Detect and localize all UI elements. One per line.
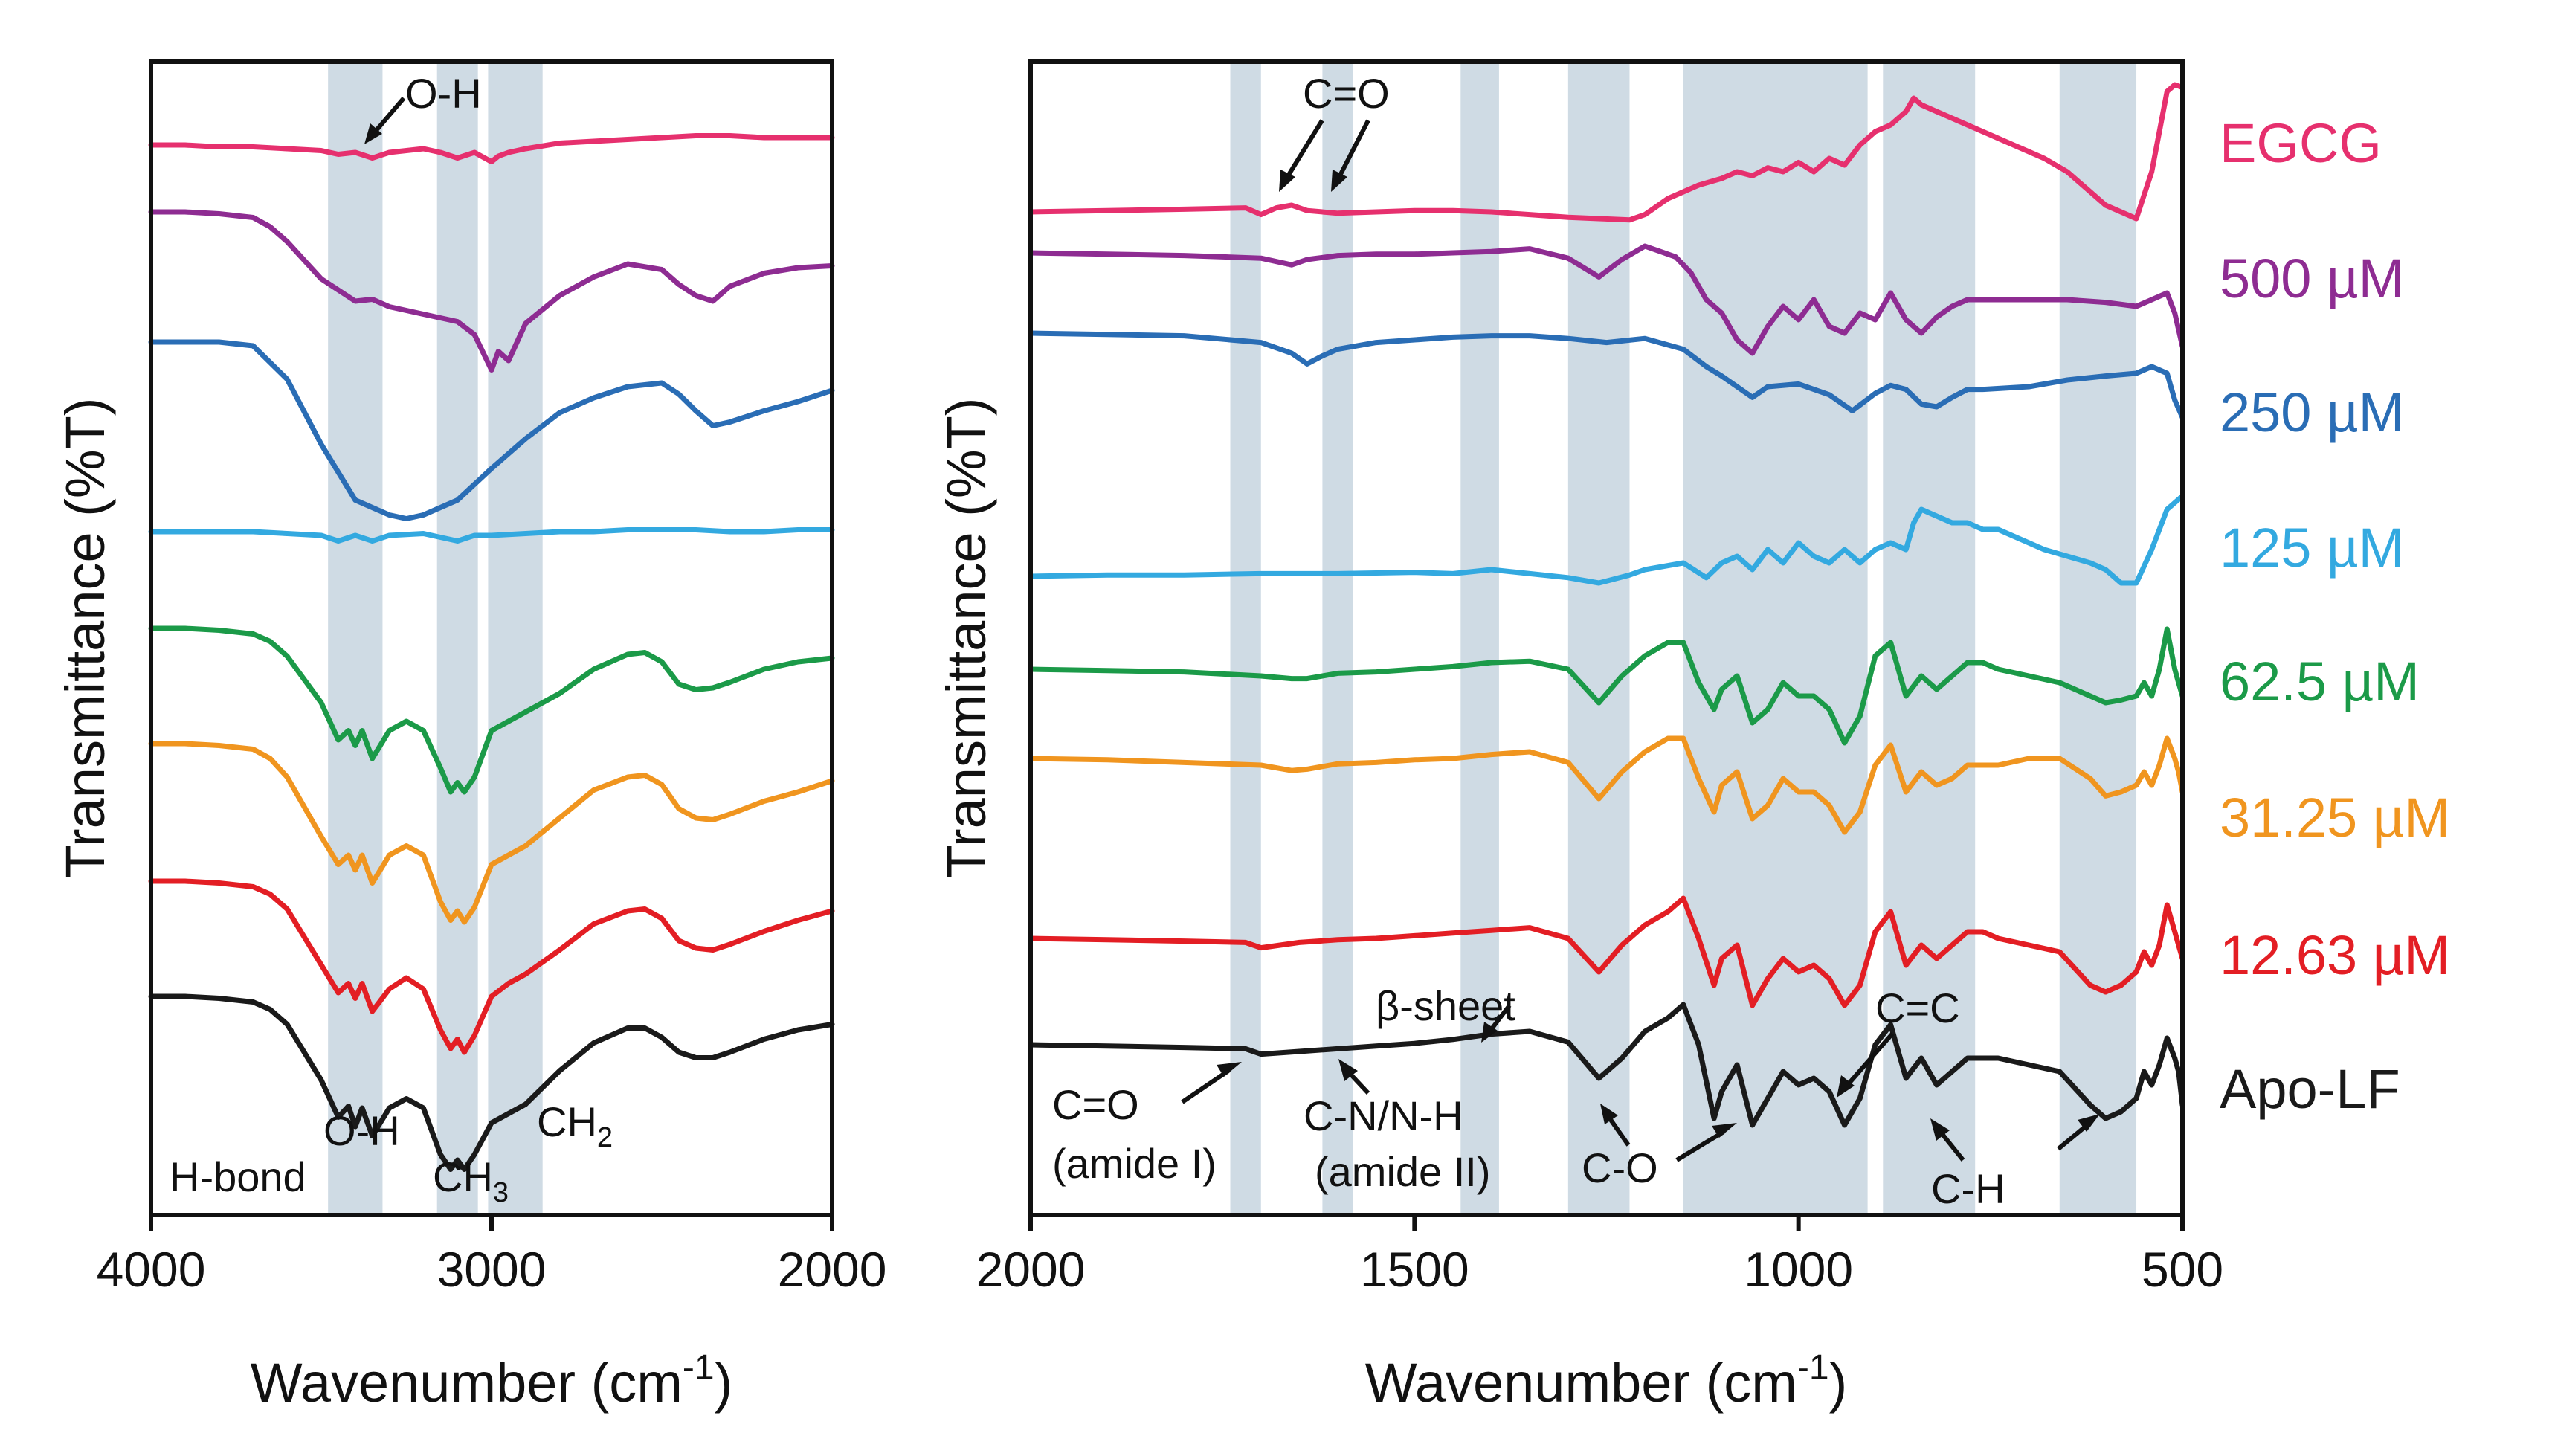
trace-125-m [1028, 493, 2185, 586]
right-axes-frame [1028, 59, 2185, 1217]
annot-oh-top: O-H [405, 70, 482, 117]
trace-62-5-m [148, 625, 835, 795]
trace-62-5-m [1028, 626, 2185, 746]
annot-c-o: C-O [1582, 1144, 1658, 1191]
shaded-band-0 [1230, 62, 1261, 1215]
annot-ch2: CH2 [537, 1098, 613, 1153]
arrow-c-o-left [1605, 1114, 1631, 1147]
left-traces [148, 133, 835, 1172]
annot-cn-line1: C-N/N-H [1304, 1092, 1463, 1139]
arrowhead-c-o-left [1600, 1104, 1618, 1124]
arrowhead-co-top-2 [1331, 170, 1347, 192]
left-x-axis-label-main: Wavenumber (cm [251, 1352, 683, 1414]
arrow-co-top-2 [1336, 119, 1370, 180]
arrow-oh-top [371, 97, 406, 135]
left-y-axis-label: Transmittance (%T) [54, 398, 116, 879]
right-x-axis-label-close: ) [1829, 1352, 1848, 1414]
x-tick-label-500: 500 [2142, 1242, 2223, 1297]
shaded-band-4 [1683, 62, 1868, 1215]
trace-125-m [148, 527, 835, 544]
arrowhead-beta-sheet [1481, 1022, 1498, 1043]
shaded-band-0 [328, 62, 383, 1215]
trace-apo-lf [148, 993, 835, 1172]
legend-500-m: 500 µM [2220, 248, 2404, 309]
left-x-ticks: 4000 3000 2000 [97, 1215, 887, 1297]
left-x-axis-label: Wavenumber (cm-1) [251, 1348, 733, 1414]
left-x-axis-label-close: ) [715, 1352, 733, 1414]
annot-co-amide1-line1: C=O [1052, 1081, 1139, 1128]
right-panel: 2000 1500 1000 500 Transmittance (%T) Waven… [935, 59, 2223, 1414]
right-x-axis-label-sup: -1 [1797, 1348, 1829, 1388]
arrowhead-c-h-right [2078, 1114, 2100, 1132]
trace-500-m [1028, 243, 2185, 356]
arrow-beta-sheet [1489, 1004, 1512, 1031]
trace-egcg [148, 133, 835, 164]
shaded-band-2 [1460, 62, 1499, 1215]
arrowhead-cn [1338, 1059, 1358, 1081]
legend: EGCG 500 µM 250 µM 125 µM 62.5 µM 31.25 µM 12.… [2220, 112, 2450, 1120]
arrowhead-co-amide1 [1217, 1062, 1242, 1077]
x-tick-label-2000: 2000 [778, 1242, 887, 1297]
trace-31-25-m [148, 741, 835, 925]
legend-62-5-m: 62.5 µM [2220, 651, 2420, 712]
arrowhead-co-top-1 [1279, 170, 1295, 192]
right-traces [1028, 82, 2185, 1128]
annot-beta-sheet: β-sheet [1376, 982, 1515, 1029]
trace-egcg [1028, 82, 2185, 223]
annot-hbond: H-bond [170, 1153, 306, 1200]
legend-250-m: 250 µM [2220, 381, 2404, 443]
x-tick-label-3000: 3000 [437, 1242, 547, 1297]
left-shaded-bands [328, 62, 543, 1215]
shaded-band-3 [1567, 62, 1630, 1215]
x-tick-label-1500: 1500 [1360, 1242, 1469, 1297]
trace-12-63-m [1028, 895, 2185, 1008]
shaded-band-6 [2059, 62, 2137, 1215]
legend-12-63-m: 12.63 µM [2220, 924, 2450, 986]
x-tick-label-1000: 1000 [1744, 1242, 1853, 1297]
arrow-c-o-right [1675, 1130, 1725, 1162]
shaded-band-2 [488, 62, 543, 1215]
annot-ch3: CH3 [433, 1153, 509, 1208]
annot-oh-bottom: O-H [323, 1107, 400, 1154]
legend-31-25-m: 31.25 µM [2220, 787, 2450, 848]
trace-250-m [1028, 330, 2185, 420]
annot-co-top: C=O [1303, 70, 1390, 117]
arrowhead-c-h-left [1930, 1118, 1950, 1141]
left-panel: 4000 3000 2000 Transmittance (%T) Wavenumb… [54, 59, 887, 1414]
shaded-band-1 [1322, 62, 1353, 1215]
arrowhead-c-o-right [1712, 1123, 1737, 1138]
trace-12-63-m [148, 878, 835, 1055]
legend-125-m: 125 µM [2220, 517, 2404, 579]
shaded-band-5 [1883, 62, 1976, 1215]
right-x-axis-label: Wavenumber (cm-1) [1365, 1348, 1848, 1414]
trace-31-25-m [1028, 735, 2185, 835]
trace-apo-lf [1028, 1002, 2185, 1128]
arrow-cc [1843, 1032, 1895, 1089]
arrow-co-amide1 [1181, 1069, 1230, 1104]
arrowhead-oh-top [364, 123, 382, 144]
arrow-co-top-1 [1284, 119, 1324, 180]
right-x-ticks: 2000 1500 1000 500 [976, 1215, 2223, 1297]
annot-c-h: C-H [1931, 1165, 2005, 1212]
right-shaded-bands [1230, 62, 2137, 1215]
x-tick-label-4000: 4000 [97, 1242, 206, 1297]
arrow-c-h-right [2057, 1122, 2089, 1151]
annot-cc: C=C [1875, 985, 1960, 1031]
legend-egcg: EGCG [2220, 112, 2382, 174]
shaded-band-1 [436, 62, 478, 1215]
annot-co-amide1-line2: (amide I) [1052, 1140, 1217, 1187]
legend-apo-lf: Apo-LF [2220, 1058, 2400, 1120]
annot-cn-line2: (amide II) [1315, 1148, 1491, 1195]
trace-250-m [148, 339, 835, 521]
right-x-axis-label-main: Wavenumber (cm [1365, 1352, 1797, 1414]
trace-500-m [148, 209, 835, 373]
arrowhead-cc [1837, 1075, 1855, 1098]
x-tick-label-2000: 2000 [976, 1242, 1086, 1297]
left-x-axis-label-sup: -1 [683, 1348, 715, 1388]
right-y-axis-label: Transmittance (%T) [935, 398, 997, 879]
